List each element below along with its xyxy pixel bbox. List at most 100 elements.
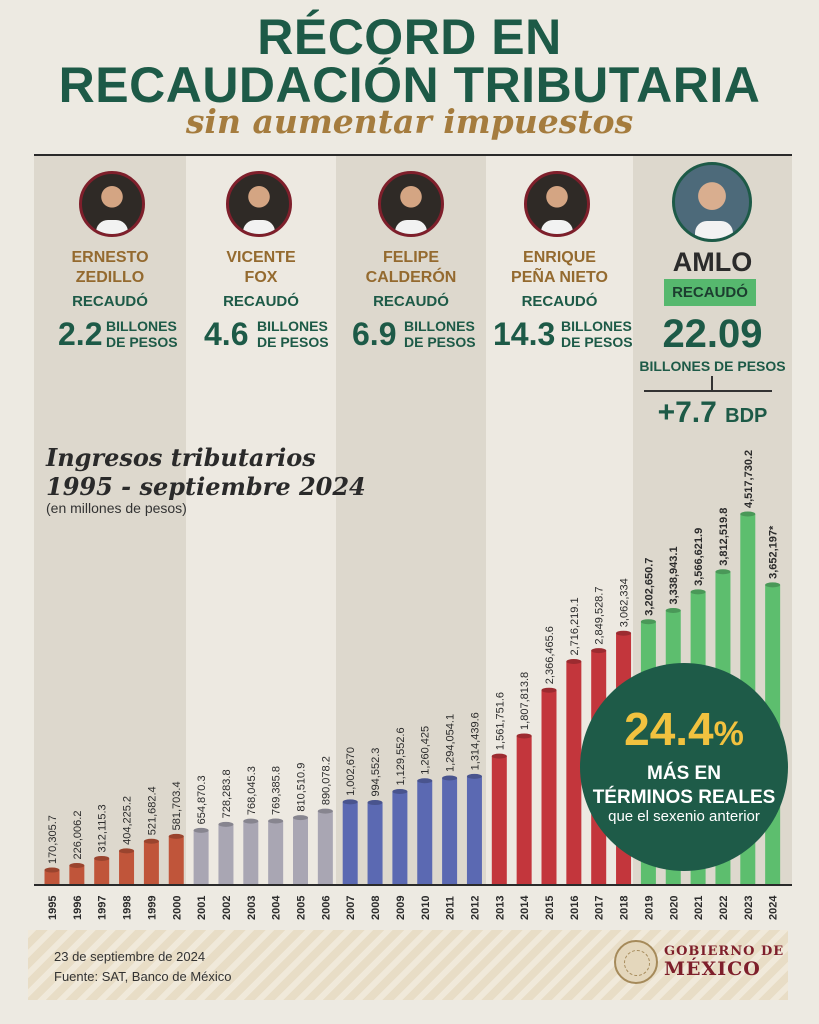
amlo-bracket-tick xyxy=(711,376,713,390)
avatar-amlo xyxy=(672,162,752,242)
data-label-2001: 654,870.3 xyxy=(196,775,208,824)
president-name-amlo: AMLO xyxy=(672,247,753,277)
data-label-2020: 3,338,943.1 xyxy=(668,546,680,604)
bar-top-2019 xyxy=(640,619,656,625)
amount-pena-nieto: 14.3 xyxy=(493,316,556,352)
x-tick-label-2014: 2014 xyxy=(519,895,531,920)
footer-source: Fuente: SAT, Banco de México xyxy=(54,969,232,984)
bar-group-2000: 581,703.4 2000 xyxy=(168,781,184,920)
bar-1995 xyxy=(44,870,60,884)
bar-top-1999 xyxy=(143,838,159,844)
data-label-2008: 994,552.3 xyxy=(370,748,382,797)
x-tick-label-2010: 2010 xyxy=(420,896,432,920)
x-tick-label-2013: 2013 xyxy=(494,896,506,920)
data-label-1998: 404,225.2 xyxy=(122,796,134,845)
bar-top-2005 xyxy=(293,815,308,821)
bar-2014 xyxy=(516,735,532,884)
bar-1996 xyxy=(69,865,85,884)
data-label-2016: 2,716,219.1 xyxy=(569,597,581,655)
amount-fox: 4.6 xyxy=(204,316,249,352)
x-tick-label-2003: 2003 xyxy=(246,896,258,920)
bar-group-2007: 1,002,670 2007 xyxy=(342,747,358,920)
bar-group-1996: 226,006.2 1996 xyxy=(69,811,85,920)
bar-group-2009: 1,129,552.6 2009 xyxy=(392,727,408,920)
amount-amlo: 22.09 xyxy=(662,312,763,356)
bar-group-2008: 994,552.3 2008 xyxy=(367,748,383,920)
bar-2003 xyxy=(243,821,259,884)
bar-group-2016: 2,716,219.1 2016 xyxy=(566,597,582,920)
bar-top-2006 xyxy=(317,808,333,814)
president-name-pena-nieto: ENRIQUE PEÑA NIETO xyxy=(511,249,608,286)
chart-title: Ingresos tributarios 1995 - septiembre 20… xyxy=(46,443,366,501)
x-tick-label-2000: 2000 xyxy=(171,896,183,920)
bar-2001 xyxy=(193,830,209,884)
data-label-2015: 2,366,465.6 xyxy=(544,626,556,684)
subtitle: sin aumentar impuestos xyxy=(185,102,634,141)
bar-top-2001 xyxy=(193,827,209,833)
bar-top-2004 xyxy=(268,818,284,824)
x-tick-label-2006: 2006 xyxy=(320,896,332,920)
unit-amlo: BILLONES DE PESOS xyxy=(639,358,786,374)
bar-1997 xyxy=(94,858,110,884)
recaudo-badge-amlo: RECAUDÓ xyxy=(664,279,756,306)
data-label-2014: 1,807,813.8 xyxy=(519,672,531,730)
data-label-2003: 768,045.3 xyxy=(246,766,258,815)
government-name-line2: MÉXICO xyxy=(664,958,761,980)
data-label-2017: 2,849,528.7 xyxy=(594,586,606,644)
recaudo-label-calderon: RECAUDÓ xyxy=(373,293,449,310)
x-tick-label-2022: 2022 xyxy=(718,896,730,920)
bar-top-2007 xyxy=(342,799,358,805)
title-line1: RÉCORD EN xyxy=(257,9,562,65)
data-label-2021: 3,566,621.9 xyxy=(693,528,705,586)
bar-group-2014: 1,807,813.8 2014 xyxy=(516,672,532,920)
x-tick-label-1998: 1998 xyxy=(122,896,134,920)
x-tick-label-2007: 2007 xyxy=(345,896,357,920)
data-label-2012: 1,314,439.6 xyxy=(469,712,481,770)
bar-group-2015: 2,366,465.6 2015 xyxy=(541,626,557,920)
amlo-difference: +7.7 BDP xyxy=(657,396,768,429)
bar-top-2008 xyxy=(367,800,383,806)
bar-top-2003 xyxy=(243,818,259,824)
bar-group-2001: 654,870.3 2001 xyxy=(193,775,209,920)
data-label-1995: 170,305.7 xyxy=(47,815,59,864)
x-tick-label-2020: 2020 xyxy=(668,896,680,920)
president-name-zedillo: ERNESTO ZEDILLO xyxy=(71,249,149,286)
bar-group-1997: 312,115.3 1997 xyxy=(94,804,110,920)
bar-top-1997 xyxy=(94,855,110,861)
avatar-pena-nieto xyxy=(524,171,590,237)
x-tick-label-2004: 2004 xyxy=(271,895,283,920)
bar-group-2004: 769,385.8 2004 xyxy=(268,766,284,920)
unit-fox: BILLONES DE PESOS xyxy=(257,318,329,350)
bar-2013 xyxy=(491,756,507,884)
data-label-2005: 810,510.9 xyxy=(296,763,308,812)
bar-2008 xyxy=(367,802,383,884)
callout-percentage: 24.4% xyxy=(624,703,744,755)
bar-group-2010: 1,260,425 2010 xyxy=(417,726,433,920)
data-label-2004: 769,385.8 xyxy=(271,766,283,815)
title-line2: RECAUDACIÓN TRIBUTARIA xyxy=(58,57,761,113)
data-label-2019: 3,202,650.7 xyxy=(643,558,655,616)
bar-top-2023 xyxy=(740,511,756,517)
bar-2006 xyxy=(317,811,333,884)
bar-2010 xyxy=(417,780,433,884)
x-tick-label-2001: 2001 xyxy=(196,896,208,920)
bar-group-1998: 404,225.2 1998 xyxy=(119,796,135,920)
unit-zedillo: BILLONES DE PESOS xyxy=(106,318,178,350)
avatar-fox xyxy=(226,171,292,237)
x-tick-label-2017: 2017 xyxy=(594,896,606,920)
data-label-2006: 890,078.2 xyxy=(320,756,332,805)
data-label-2000: 581,703.4 xyxy=(171,781,183,830)
x-tick-label-2024: 2024 xyxy=(768,895,780,920)
recaudo-label-pena-nieto: RECAUDÓ xyxy=(521,293,598,310)
band-calderon xyxy=(336,156,486,884)
bar-top-2018 xyxy=(616,630,632,636)
bar-1999 xyxy=(143,841,159,884)
x-tick-label-2012: 2012 xyxy=(469,896,481,920)
data-label-2018: 3,062,334 xyxy=(619,578,631,627)
bar-top-2016 xyxy=(566,659,582,665)
bar-top-2011 xyxy=(442,775,458,781)
data-label-2011: 1,294,054.1 xyxy=(445,714,457,772)
x-tick-label-2016: 2016 xyxy=(569,896,581,920)
x-tick-label-2005: 2005 xyxy=(296,896,308,920)
